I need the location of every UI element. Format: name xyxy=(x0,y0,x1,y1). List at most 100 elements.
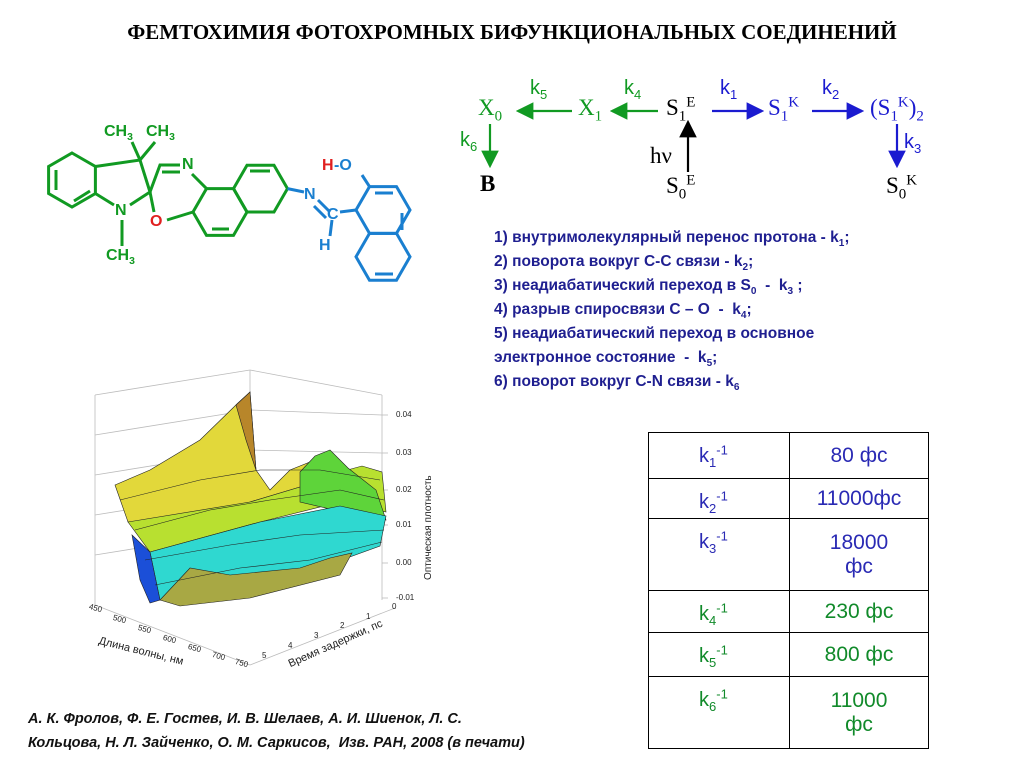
bond xyxy=(73,189,91,203)
text: N xyxy=(115,202,127,219)
superscript: -1 xyxy=(716,686,728,702)
species: B xyxy=(480,172,495,195)
superscript: K xyxy=(906,172,918,189)
text: ; xyxy=(793,277,803,294)
atom-label: N xyxy=(115,203,127,219)
subscript: 4 xyxy=(634,87,642,102)
subscript: 1 xyxy=(780,108,789,125)
subscript: 1 xyxy=(890,108,898,125)
text: 4) разрыв спиросвязи С – О - k xyxy=(494,301,741,318)
species: X0 xyxy=(478,95,502,124)
subscript: 3 xyxy=(787,286,794,298)
bond xyxy=(328,219,334,237)
y-tick-label: 2 xyxy=(340,621,345,630)
species: (S1K)2 xyxy=(870,94,924,124)
subscript: 3 xyxy=(169,132,175,144)
rate-label: k5 xyxy=(530,78,547,101)
bond xyxy=(94,192,115,207)
subscript: 2 xyxy=(742,262,749,274)
text: S xyxy=(666,95,679,120)
process-line: 4) разрыв спиросвязи С – О - k4; xyxy=(494,302,850,326)
species: S1E xyxy=(666,94,696,124)
text: 1) внутримолекулярный перенос протона - … xyxy=(494,229,839,246)
atom-label: C xyxy=(327,207,339,223)
z-tick-label: -0.01 xyxy=(396,593,415,602)
text: k xyxy=(624,77,634,99)
text: 2) поворота вокруг С-С связи - k xyxy=(494,253,743,270)
subscript: 0 xyxy=(898,186,907,203)
text: O xyxy=(150,213,163,230)
subscript: 1 xyxy=(730,87,738,102)
text: C xyxy=(327,206,339,223)
text: H xyxy=(319,237,331,254)
text: 3) неадиабатический переход в S xyxy=(494,277,751,294)
text: ; xyxy=(712,349,718,366)
bond xyxy=(166,210,194,222)
rate-cell: k4-1 xyxy=(648,590,790,633)
z-tick-label: 0.01 xyxy=(396,520,412,529)
subscript: 0 xyxy=(494,108,503,125)
text: CH xyxy=(104,123,128,140)
text: k xyxy=(699,491,709,513)
scheme-arrows xyxy=(481,102,906,172)
time-text: 11000фс xyxy=(816,486,902,510)
superscript: E xyxy=(686,94,696,111)
rate-label: k4 xyxy=(624,77,641,101)
surface-patch xyxy=(235,391,257,471)
title: ФЕМТОХИМИЯ ФОТОХРОМНЫХ БИФУНКЦИОНАЛЬНЫХ … xyxy=(127,20,897,44)
subscript: 4 xyxy=(740,310,747,322)
species: S0K xyxy=(886,172,918,202)
text: 5) неадиабатический переход в основное xyxy=(494,325,815,342)
subscript: 0 xyxy=(750,286,757,298)
text: X xyxy=(578,95,595,120)
text: S xyxy=(666,173,679,198)
bond xyxy=(360,174,371,188)
time-cell: 800 фс xyxy=(789,632,929,677)
species: S0E xyxy=(666,173,695,202)
y-tick-label: 4 xyxy=(288,641,293,650)
superscript: -1 xyxy=(716,442,728,458)
bond xyxy=(316,198,332,214)
citation-line: Кольцова, Н. Л. Зайченко, О. М. Саркисов… xyxy=(28,735,525,751)
rate-label: k2 xyxy=(822,77,839,101)
subscript: 1 xyxy=(594,108,603,125)
process-line: 2) поворота вокруг С-С связи - k2; xyxy=(494,254,850,278)
text: hν xyxy=(650,143,672,168)
table-row: k4-1 230 фс xyxy=(648,590,929,633)
subscript: 3 xyxy=(129,256,135,268)
subscript: 6 xyxy=(470,139,478,154)
surface-patch xyxy=(131,534,161,604)
citation: А. К. Фролов, Ф. Е. Гостев, И. В. Шелаев… xyxy=(28,712,525,760)
text: N xyxy=(182,156,194,173)
ring xyxy=(231,163,290,214)
time-text: фс xyxy=(845,554,873,578)
rate-table: k1-1 80 фс k2-1 11000фс k3-1 18000 фс k4-1 230 ф… xyxy=(648,432,929,749)
time-cell: 11000фс xyxy=(789,478,929,519)
atom-label: -O xyxy=(334,158,352,174)
superscript: K xyxy=(897,94,909,111)
superscript: -1 xyxy=(716,600,728,616)
text: X xyxy=(478,95,495,120)
bond xyxy=(312,204,328,220)
text: -O xyxy=(334,157,352,174)
text: ; xyxy=(748,253,754,270)
text: CH xyxy=(106,247,130,264)
molecule-green xyxy=(47,141,290,246)
process-list: 1) внутримолекулярный перенос протона - … xyxy=(494,230,850,398)
text: CH xyxy=(146,123,170,140)
atom-label: CH3 xyxy=(104,123,133,143)
subscript: 2 xyxy=(832,87,840,102)
text: N xyxy=(304,186,316,203)
text: 6) поворот вокруг С-N связи - k xyxy=(494,373,734,390)
text: k xyxy=(822,77,832,99)
text: S xyxy=(886,173,899,198)
bond xyxy=(190,172,208,190)
text: k xyxy=(720,77,730,99)
text: k xyxy=(699,689,709,711)
table-row: k1-1 80 фс xyxy=(648,432,929,479)
atom-label: N xyxy=(304,187,316,203)
subscript: 2 xyxy=(709,501,717,516)
subscript: 1 xyxy=(838,238,845,250)
table-row: k3-1 18000 фс xyxy=(648,518,929,591)
